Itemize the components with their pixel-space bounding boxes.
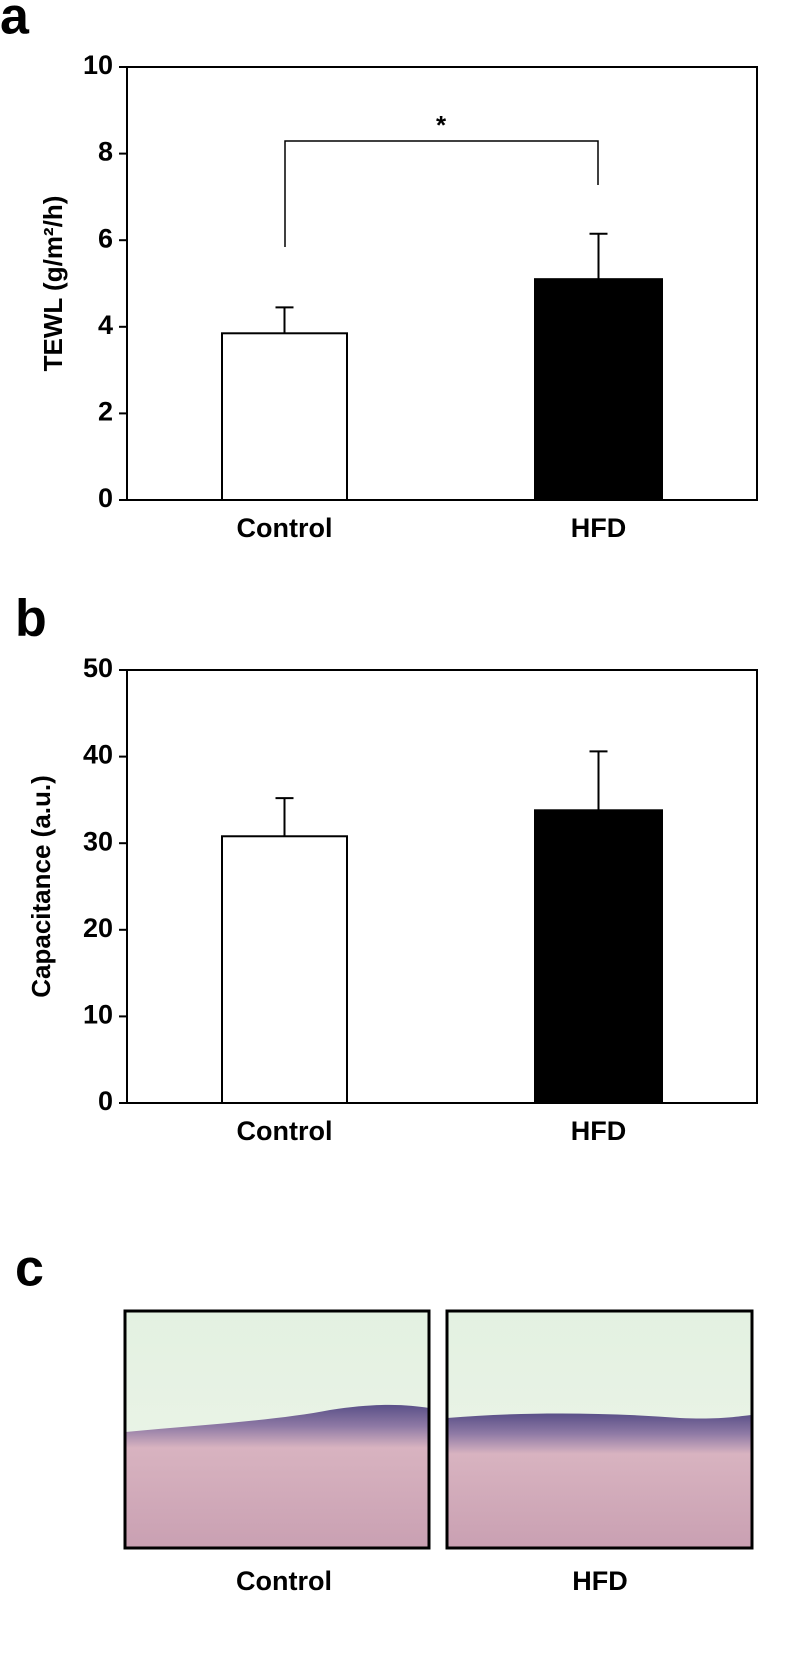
- image-caption: HFD: [572, 1566, 628, 1596]
- y-tick-label: 6: [98, 223, 113, 253]
- bar: [534, 809, 663, 1104]
- panel-label: c: [15, 1240, 44, 1298]
- y-tick-label: 2: [98, 397, 113, 427]
- histology-image: [445, 1309, 754, 1550]
- panel-label: b: [15, 590, 47, 648]
- histology-image: [123, 1309, 431, 1550]
- plot-frame: [126, 66, 758, 501]
- y-tick-label: 4: [98, 310, 113, 340]
- panel-label: a: [0, 0, 30, 46]
- y-tick-label: 10: [83, 50, 113, 80]
- y-tick-label: 0: [98, 483, 113, 513]
- y-tick-label: 20: [83, 913, 113, 943]
- y-axis-label: Capacitance (a.u.): [26, 775, 56, 998]
- bar: [534, 278, 663, 502]
- significance-marker: *: [436, 110, 447, 140]
- x-tick-label: HFD: [571, 1116, 627, 1146]
- y-tick-label: 50: [83, 653, 113, 683]
- x-tick-label: Control: [237, 513, 333, 543]
- bar: [221, 332, 348, 502]
- y-tick-label: 8: [98, 137, 113, 167]
- plot-frame: [126, 669, 758, 1104]
- y-tick-label: 10: [83, 1000, 113, 1030]
- image-caption: Control: [236, 1566, 332, 1596]
- bar: [221, 835, 348, 1104]
- x-tick-label: HFD: [571, 513, 627, 543]
- y-tick-label: 0: [98, 1086, 113, 1116]
- y-axis-label: TEWL (g/m²/h): [38, 196, 68, 372]
- y-tick-label: 40: [83, 740, 113, 770]
- x-tick-label: Control: [237, 1116, 333, 1146]
- significance-bracket: [284, 140, 599, 247]
- y-tick-label: 30: [83, 826, 113, 856]
